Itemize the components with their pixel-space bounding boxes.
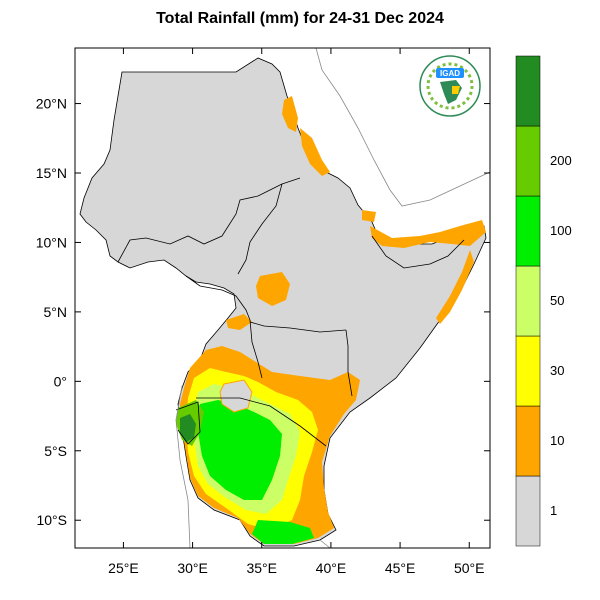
border-sudan-south xyxy=(117,177,301,263)
rain-gulf-aden xyxy=(370,220,486,248)
colorbar-bin xyxy=(515,335,541,407)
border-sudan-ethiopia xyxy=(237,183,283,275)
lat-tick-label: 15°N xyxy=(36,165,67,181)
logo-badge xyxy=(436,68,464,78)
lon-tick-label: 50°E xyxy=(454,560,485,576)
colorbar-label: 50 xyxy=(550,293,564,308)
lat-tick-label: 20°N xyxy=(36,96,67,112)
colorbar-bin xyxy=(515,475,541,547)
map-frame xyxy=(74,47,491,549)
border-uganda-kenya xyxy=(249,319,263,379)
rain-green-south xyxy=(252,520,314,544)
rain-redsea-coast xyxy=(282,96,298,132)
rainfall-layer xyxy=(176,96,486,544)
colorbar-label: 1 xyxy=(550,503,557,518)
lat-tick-label: 10°S xyxy=(36,512,67,528)
coast-south xyxy=(319,539,331,549)
colorbar-label: 200 xyxy=(550,153,572,168)
lon-tick-label: 30°E xyxy=(177,560,208,576)
lon-tick-label: 45°E xyxy=(385,560,416,576)
lon-tick-label: 35°E xyxy=(246,560,277,576)
country-borders xyxy=(117,177,465,447)
lat-tick-label: 5°N xyxy=(44,304,68,320)
coast-arabia xyxy=(315,47,491,207)
lat-tick-label: 10°N xyxy=(36,234,67,250)
colorbar: 1 10 30 50 100 200 xyxy=(515,55,572,547)
logo-laurel xyxy=(426,62,474,110)
rain-somalia-coast xyxy=(436,250,474,324)
rain-eritrea-coast xyxy=(300,128,330,176)
colorbar-bin xyxy=(515,405,541,477)
rain-darkgreen xyxy=(180,414,196,442)
rain-green xyxy=(198,400,282,500)
lat-tick-label: 5°S xyxy=(44,443,67,459)
border-ethiopia-kenya xyxy=(249,321,347,333)
lon-tick-label: 25°E xyxy=(108,560,139,576)
border-rwanda-burundi xyxy=(175,401,201,445)
outside-coasts xyxy=(175,47,491,549)
colorbar-bin xyxy=(515,265,541,337)
map-axes: 25°E 30°E 35°E 40°E 45°E 50°E 20°N 15°N 10°N 5°N 0… xyxy=(36,48,490,576)
colorbar-bin xyxy=(515,55,541,127)
border-kenya-tanzania xyxy=(196,397,327,447)
lat-tick-label: 0° xyxy=(54,373,67,389)
border-ssudan-south xyxy=(185,275,251,321)
border-ethiopia-somalia xyxy=(371,235,465,269)
logo-text: IGAD xyxy=(440,69,460,78)
coast-west xyxy=(175,385,191,549)
lon-tick-label: 40°E xyxy=(316,560,347,576)
rain-ssudan-patch xyxy=(226,314,252,330)
igad-logo: IGAD xyxy=(419,55,481,117)
logo-region-icon xyxy=(452,86,460,94)
colorbar-label: 10 xyxy=(550,433,564,448)
lake-victoria xyxy=(219,379,253,413)
map-title: Total Rainfall (mm) for 24-31 Dec 2024 xyxy=(156,10,444,27)
border-kenya-somalia xyxy=(345,329,353,397)
colorbar-label: 30 xyxy=(550,363,564,378)
colorbar-bin xyxy=(515,195,541,267)
rain-djibouti xyxy=(362,210,376,222)
rain-ethiopia-blob xyxy=(256,272,290,306)
colorbar-bin xyxy=(515,125,541,197)
colorbar-label: 100 xyxy=(550,223,572,238)
